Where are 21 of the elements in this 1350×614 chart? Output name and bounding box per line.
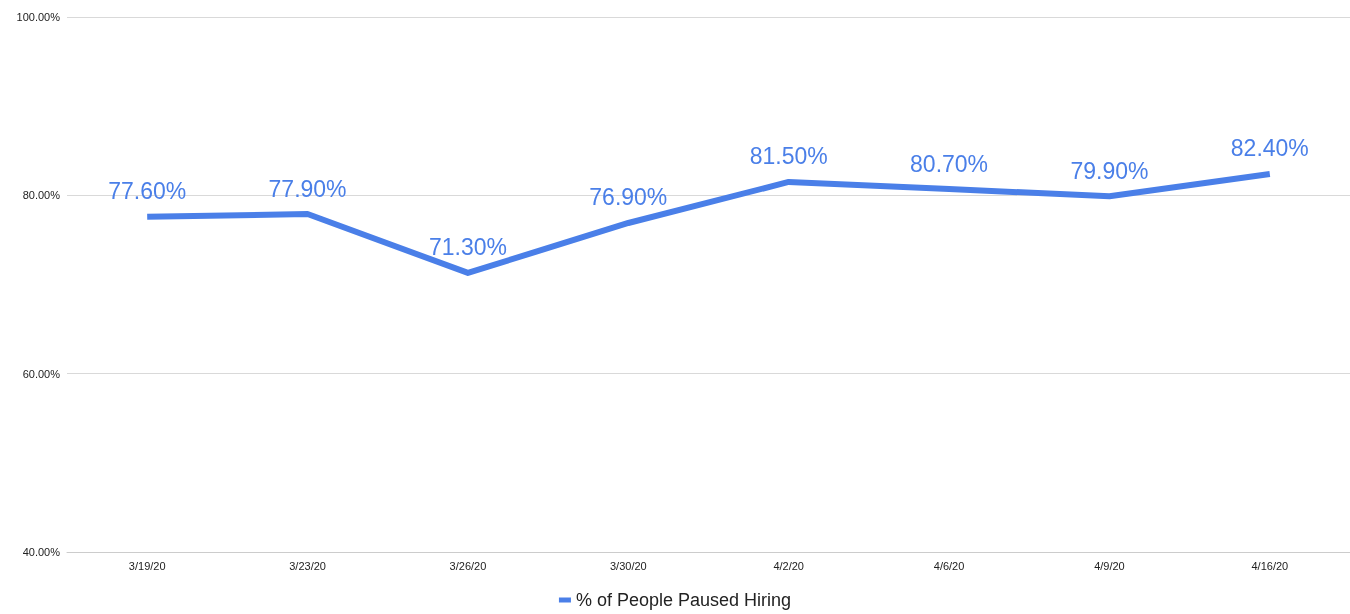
- x-tick-label: 4/16/20: [1251, 559, 1289, 572]
- data-label: 79.90%: [1070, 157, 1149, 184]
- data-label: 81.50%: [749, 143, 828, 170]
- data-label: 76.90%: [589, 184, 668, 211]
- x-tick-label: 4/6/20: [933, 559, 965, 572]
- y-tick-label: 100.00%: [16, 11, 61, 23]
- legend-label: % of People Paused Hiring: [575, 590, 792, 610]
- x-tick-label: 4/2/20: [773, 559, 804, 572]
- data-label: 71.30%: [428, 234, 507, 261]
- x-tick-label: 3/30/20: [609, 559, 647, 572]
- x-tick-label: 3/26/20: [449, 559, 487, 572]
- data-label: 77.60%: [108, 178, 187, 205]
- data-label: 80.70%: [910, 150, 989, 177]
- x-tick-label: 3/19/20: [128, 559, 166, 572]
- y-tick-label: 80.00%: [22, 189, 61, 202]
- data-label: 82.40%: [1230, 135, 1309, 162]
- y-tick-label: 60.00%: [22, 367, 61, 380]
- data-label: 77.90%: [268, 175, 347, 202]
- x-tick-label: 3/23/20: [289, 559, 326, 572]
- x-tick-label: 4/9/20: [1094, 559, 1125, 572]
- y-tick-label: 40.00%: [22, 546, 61, 558]
